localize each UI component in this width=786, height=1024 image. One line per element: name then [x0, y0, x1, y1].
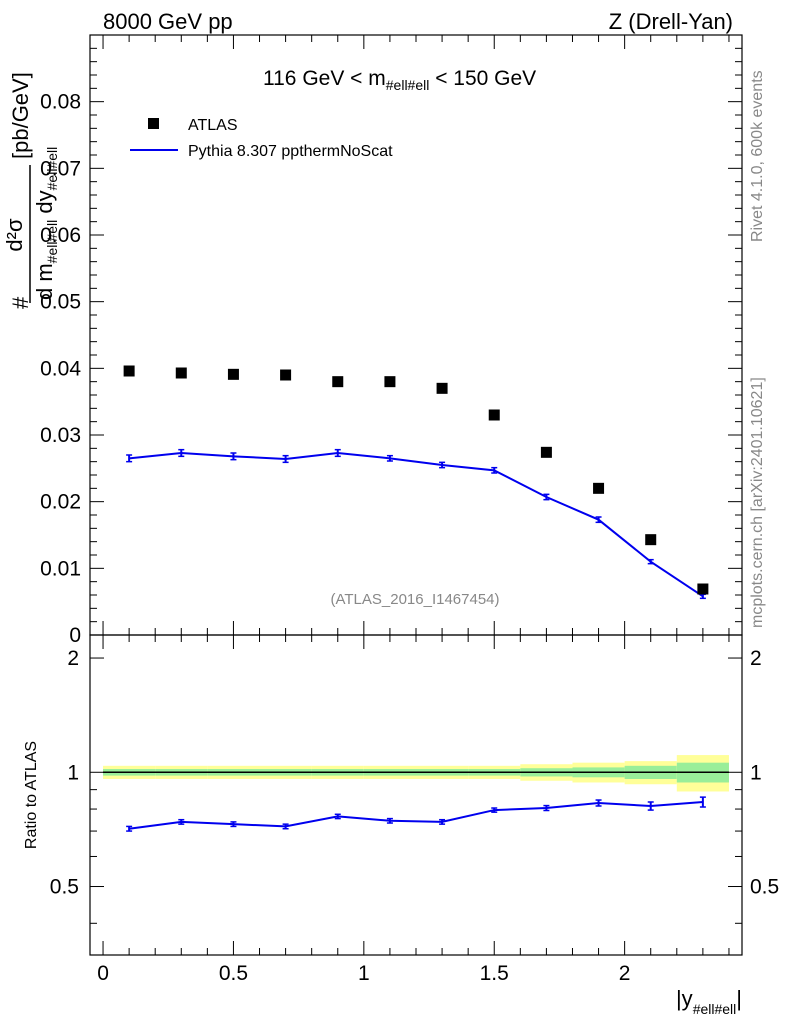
y-tick-label: 0.02 [40, 491, 81, 514]
data-point [488, 409, 500, 421]
legend-data-marker [148, 118, 159, 129]
x-tick-label: 2 [619, 962, 631, 985]
y-tick-label: 0.05 [40, 291, 81, 314]
data-point [280, 369, 292, 381]
mcplots-label: mcplots.cern.ch [arXiv:2401.10621] [749, 377, 766, 628]
plot-title: 116 GeV < m#ell#ell < 150 GeV [263, 67, 536, 93]
y-tick-label: 0.06 [40, 224, 81, 247]
y-axis-hash: # [8, 296, 33, 309]
data-point [697, 583, 709, 595]
data-point [332, 376, 344, 388]
ratio-series-line [128, 800, 703, 830]
legend-mc-label: Pythia 8.307 ppthermNoScat [188, 143, 393, 160]
data-point [593, 482, 605, 494]
data-point [227, 368, 239, 380]
header-right: Z (Drell-Yan) [609, 9, 733, 34]
mc-series-line [129, 451, 704, 598]
data-point [645, 534, 657, 546]
ratio-tick-label-left: 0.5 [50, 876, 79, 899]
y-axis-label: # d²σ d m#ell#ell dy#ell#ell [pb/GeV] [2, 72, 60, 309]
y-axis-numerator: d²σ [2, 218, 27, 252]
y-tick-label: 0.01 [40, 557, 81, 580]
data-point [123, 365, 135, 377]
x-tick-label: 0 [97, 962, 109, 985]
data-point [436, 382, 448, 394]
y-tick-label: 0.07 [40, 157, 81, 180]
y-tick-label: 0 [69, 624, 81, 647]
legend: ATLAS Pythia 8.307 ppthermNoScat [130, 117, 393, 160]
rivet-label: Rivet 4.1.0, 600k events [749, 70, 766, 242]
x-axis-label: |y#ell#ell| [676, 986, 742, 1017]
data-point [540, 446, 552, 458]
ratio-panel-frame [89, 634, 743, 956]
ratio-tick-label-right: 2 [750, 647, 762, 670]
x-tick-label: 1 [358, 962, 370, 985]
header-left: 8000 GeV pp [103, 9, 233, 34]
y-tick-label: 0.03 [40, 424, 81, 447]
analysis-id: (ATLAS_2016_I1467454) [330, 591, 499, 608]
y-tick-label: 0.04 [40, 357, 81, 380]
x-tick-label: 0.5 [219, 962, 248, 985]
data-point [175, 367, 187, 379]
y-axis-unit: [pb/GeV] [8, 72, 33, 159]
ratio-tick-label-left: 2 [67, 647, 79, 670]
ratio-tick-label-right: 1 [750, 761, 762, 784]
x-tick-label: 1.5 [480, 962, 509, 985]
ratio-tick-label-right: 0.5 [750, 876, 779, 899]
y-tick-label: 0.08 [40, 91, 81, 114]
ratio-tick-label-left: 1 [67, 761, 79, 784]
legend-data-label: ATLAS [188, 117, 238, 134]
ratio-axis-label: Ratio to ATLAS [23, 741, 40, 849]
data-point [384, 376, 396, 388]
y-axis-denominator: d m#ell#ell dy#ell#ell [32, 147, 60, 300]
